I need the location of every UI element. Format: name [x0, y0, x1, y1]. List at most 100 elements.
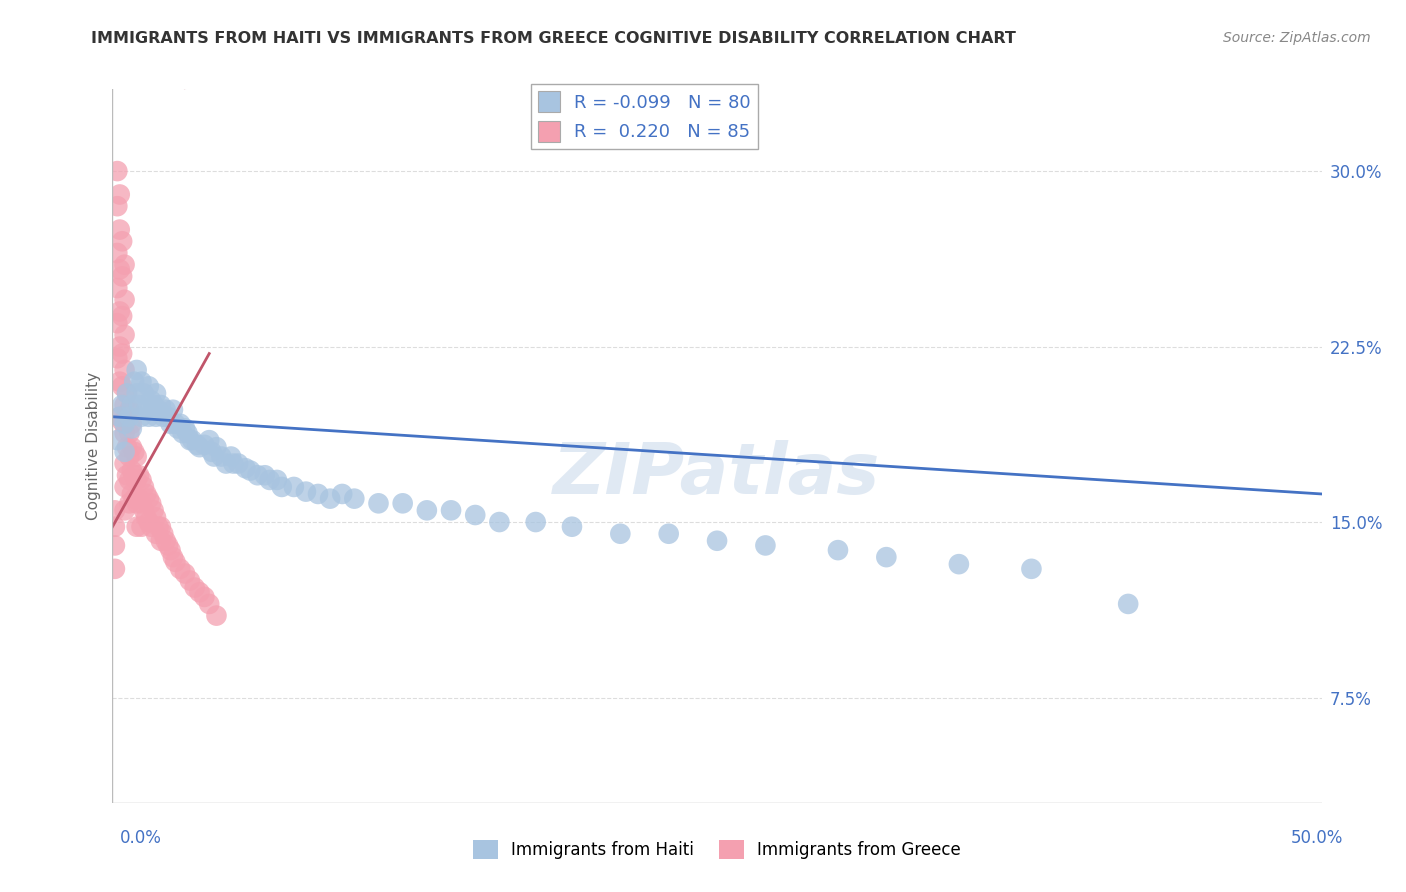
- Point: [145, 510, 167, 524]
- Point: [114, 258, 136, 272]
- Point: [105, 199, 128, 213]
- Point: [125, 519, 148, 533]
- Point: [118, 409, 141, 424]
- Point: [111, 414, 134, 428]
- Point: [440, 503, 463, 517]
- Text: Source: ZipAtlas.com: Source: ZipAtlas.com: [1223, 31, 1371, 45]
- Point: [561, 519, 583, 533]
- Point: [219, 450, 242, 464]
- Point: [104, 538, 127, 552]
- Point: [176, 426, 198, 441]
- Point: [138, 409, 160, 424]
- Point: [104, 503, 127, 517]
- Point: [706, 533, 728, 548]
- Point: [609, 526, 631, 541]
- Point: [1116, 597, 1139, 611]
- Point: [148, 519, 170, 533]
- Point: [488, 515, 510, 529]
- Point: [205, 608, 228, 623]
- Point: [343, 491, 366, 506]
- Point: [105, 164, 128, 178]
- Point: [179, 433, 201, 447]
- Point: [222, 457, 245, 471]
- Point: [108, 222, 131, 236]
- Text: ZIPatlas: ZIPatlas: [554, 440, 880, 509]
- Point: [122, 375, 145, 389]
- Point: [416, 503, 439, 517]
- Point: [283, 480, 305, 494]
- Point: [145, 386, 167, 401]
- Point: [169, 417, 191, 431]
- Point: [131, 496, 153, 510]
- Point: [122, 468, 145, 483]
- Point: [105, 281, 128, 295]
- Point: [165, 555, 187, 569]
- Text: 50.0%: 50.0%: [1291, 829, 1343, 847]
- Point: [875, 550, 897, 565]
- Point: [239, 464, 262, 478]
- Point: [125, 363, 148, 377]
- Point: [105, 316, 128, 330]
- Point: [105, 433, 128, 447]
- Point: [159, 543, 181, 558]
- Point: [183, 581, 205, 595]
- Point: [121, 487, 143, 501]
- Point: [108, 375, 131, 389]
- Point: [155, 402, 177, 417]
- Point: [174, 421, 197, 435]
- Point: [135, 487, 157, 501]
- Point: [118, 402, 141, 417]
- Point: [209, 450, 232, 464]
- Point: [188, 440, 211, 454]
- Point: [121, 440, 143, 454]
- Point: [121, 464, 143, 478]
- Point: [111, 309, 134, 323]
- Point: [235, 461, 257, 475]
- Point: [141, 393, 163, 408]
- Point: [128, 491, 150, 506]
- Point: [114, 445, 136, 459]
- Point: [121, 417, 143, 431]
- Point: [754, 538, 776, 552]
- Point: [198, 597, 221, 611]
- Point: [108, 409, 131, 424]
- Point: [226, 457, 249, 471]
- Point: [138, 491, 160, 506]
- Point: [111, 398, 134, 412]
- Point: [131, 375, 153, 389]
- Point: [205, 440, 228, 454]
- Point: [131, 519, 153, 533]
- Point: [186, 438, 208, 452]
- Point: [121, 421, 143, 435]
- Text: 0.0%: 0.0%: [120, 829, 162, 847]
- Point: [138, 379, 160, 393]
- Point: [181, 433, 204, 447]
- Point: [266, 473, 288, 487]
- Point: [270, 480, 292, 494]
- Point: [464, 508, 486, 522]
- Point: [330, 487, 353, 501]
- Point: [246, 468, 269, 483]
- Point: [118, 473, 141, 487]
- Point: [115, 386, 138, 401]
- Point: [149, 398, 172, 412]
- Point: [132, 386, 155, 401]
- Point: [253, 468, 276, 483]
- Point: [114, 457, 136, 471]
- Point: [125, 450, 148, 464]
- Point: [121, 398, 143, 412]
- Point: [319, 491, 342, 506]
- Point: [141, 496, 163, 510]
- Point: [114, 426, 136, 441]
- Point: [128, 398, 150, 412]
- Point: [125, 386, 148, 401]
- Point: [128, 468, 150, 483]
- Point: [145, 526, 167, 541]
- Point: [111, 269, 134, 284]
- Point: [114, 398, 136, 412]
- Point: [166, 421, 188, 435]
- Point: [132, 480, 155, 494]
- Point: [367, 496, 389, 510]
- Point: [104, 562, 127, 576]
- Point: [115, 386, 138, 401]
